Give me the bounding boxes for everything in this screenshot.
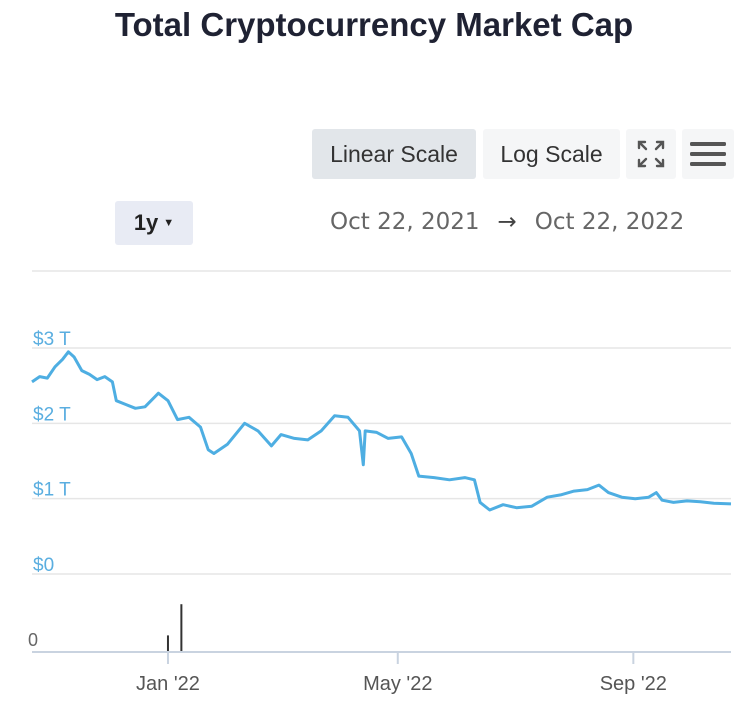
hamburger-menu-icon (690, 142, 726, 166)
market-cap-line (31, 350, 732, 512)
market-cap-chart: 0 $0 $1 T $2 T $3 T Jan '22 May '22 Sep '22 (28, 270, 732, 695)
y-tick-label: $3 T (33, 329, 71, 350)
fullscreen-button[interactable] (626, 129, 676, 179)
fullscreen-icon (637, 140, 665, 168)
y-tick-label: $2 T (33, 404, 71, 425)
linear-scale-button[interactable]: Linear Scale (312, 129, 476, 179)
x-tick-label: May '22 (363, 673, 432, 695)
volume-axis-label: 0 (28, 630, 38, 650)
range-start-date[interactable]: Oct 22, 2021 (330, 209, 480, 235)
log-scale-button[interactable]: Log Scale (483, 129, 620, 179)
range-selector[interactable]: 1y ▼ (115, 201, 193, 245)
date-range: Oct 22, 2021 → Oct 22, 2022 (330, 204, 684, 240)
caret-down-icon: ▼ (163, 217, 175, 229)
range-arrow: → (497, 209, 517, 235)
chart-title: Total Cryptocurrency Market Cap (114, 6, 634, 43)
range-selector-label: 1y (133, 210, 159, 235)
range-end-date[interactable]: Oct 22, 2022 (534, 209, 685, 235)
x-tick-label: Sep '22 (600, 673, 667, 695)
chart-menu-button[interactable] (682, 129, 734, 179)
x-tick-label: Jan '22 (136, 673, 200, 695)
y-tick-label: $1 T (33, 480, 71, 501)
y-tick-label: $0 (33, 555, 54, 576)
